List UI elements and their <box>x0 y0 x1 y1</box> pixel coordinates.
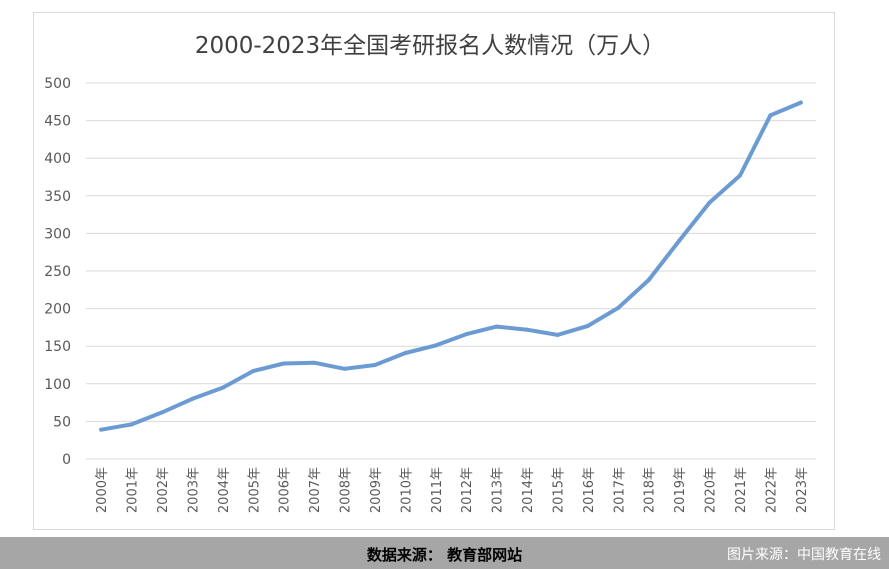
y-tick-label: 0 <box>62 452 71 468</box>
x-tick-label: 2004年 <box>217 467 232 513</box>
x-tick-label: 2009年 <box>369 467 384 513</box>
x-tick-label: 2005年 <box>247 467 262 513</box>
x-tick-label: 2013年 <box>491 467 506 513</box>
data-point <box>585 323 590 328</box>
x-tick-label: 2020年 <box>704 467 719 513</box>
y-tick-label: 400 <box>44 151 71 167</box>
data-point <box>646 278 651 283</box>
y-tick-label: 100 <box>44 377 71 393</box>
data-point <box>312 360 317 365</box>
data-point <box>281 361 286 366</box>
data-point <box>342 366 347 371</box>
x-tick-label: 2001年 <box>126 467 141 513</box>
x-tick-label: 2017年 <box>612 467 627 513</box>
x-tick-label: 2015年 <box>551 467 566 513</box>
data-point <box>129 422 134 427</box>
footer-credit: 图片来源：中国教育在线 <box>727 547 881 563</box>
x-tick-label: 2022年 <box>764 467 779 513</box>
series-line <box>99 100 803 432</box>
data-point <box>190 396 195 401</box>
y-tick-label: 250 <box>44 264 71 280</box>
data-point <box>99 427 104 432</box>
y-tick-label: 200 <box>44 302 71 318</box>
y-tick-label: 50 <box>53 414 71 430</box>
x-tick-label: 2019年 <box>673 467 688 513</box>
data-point <box>737 173 742 178</box>
data-point <box>707 200 712 205</box>
x-tick-label: 2012年 <box>460 467 475 513</box>
x-tick-label: 2002年 <box>156 467 171 513</box>
data-point <box>372 363 377 367</box>
x-tick-label: 2007年 <box>308 467 323 513</box>
y-tick-label: 500 <box>44 76 71 92</box>
x-tick-label: 2021年 <box>734 467 749 513</box>
data-point <box>251 369 256 374</box>
y-tick-label: 300 <box>44 226 71 242</box>
data-point <box>677 238 682 243</box>
x-tick-label: 2008年 <box>339 467 354 513</box>
x-tick-label: 2014年 <box>521 467 536 513</box>
data-point <box>555 332 560 337</box>
data-point <box>616 305 621 310</box>
data-point <box>798 100 803 105</box>
x-tick-label: 2006年 <box>278 467 293 513</box>
data-point <box>403 350 408 355</box>
x-tick-label: 2016年 <box>582 467 597 513</box>
data-point <box>220 385 225 390</box>
x-tick-label: 2000年 <box>95 467 110 513</box>
x-tick-label: 2023年 <box>795 467 810 513</box>
x-tick-label: 2003年 <box>186 467 201 513</box>
x-tick-label: 2011年 <box>430 467 445 513</box>
data-point <box>525 327 530 332</box>
data-point <box>433 343 438 348</box>
x-tick-label: 2018年 <box>643 467 658 513</box>
data-point <box>768 113 773 118</box>
chart-title: 2000-2023年全国考研报名人数情况（万人） <box>195 33 665 59</box>
y-tick-label: 150 <box>44 339 71 355</box>
footer-source: 数据来源： 教育部网站 <box>366 546 523 564</box>
data-point <box>160 410 165 415</box>
x-tick-label: 2010年 <box>399 467 414 513</box>
footer-band <box>0 537 889 569</box>
y-tick-label: 350 <box>44 189 71 205</box>
y-tick-label: 450 <box>44 114 71 130</box>
data-point <box>464 332 469 337</box>
data-point <box>494 324 499 329</box>
